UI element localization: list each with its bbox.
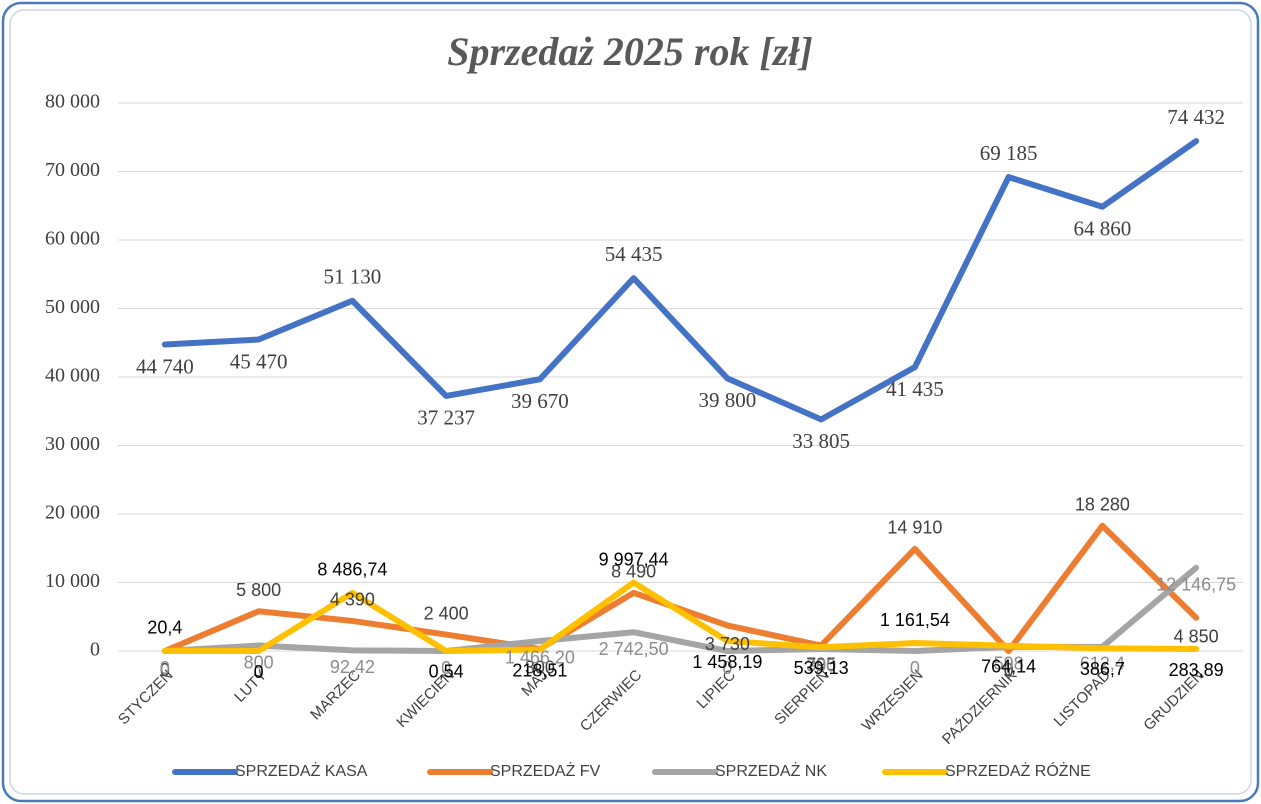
data-label: 18 280 xyxy=(1075,495,1130,515)
legend-label: SPRZEDAŻ KASA xyxy=(235,761,368,780)
data-label: 3 730 xyxy=(705,634,750,654)
data-label: 386,7 xyxy=(1080,659,1125,679)
data-label: 300 xyxy=(525,658,555,678)
data-label: 39 800 xyxy=(699,388,757,412)
y-tick-label: 0 xyxy=(90,639,100,661)
data-label: 12 146,75 xyxy=(1156,575,1236,595)
series-line xyxy=(161,138,1200,423)
data-label: 45 470 xyxy=(230,349,288,373)
data-label: 0 xyxy=(722,658,732,678)
series-line xyxy=(161,579,1200,654)
data-label: 300 xyxy=(806,656,836,676)
data-label: 283,89 xyxy=(1169,660,1224,680)
y-tick-label: 60 000 xyxy=(45,228,100,250)
data-label: 0 xyxy=(910,658,920,678)
legend-label: SPRZEDAŻ NK xyxy=(715,761,827,780)
data-label: 598 xyxy=(994,654,1024,674)
data-label: 2 400 xyxy=(424,603,469,623)
legend-label: SPRZEDAŻ RÓŻNE xyxy=(945,761,1091,780)
frame-inner xyxy=(9,9,1252,795)
data-label: 0 xyxy=(1004,660,1014,680)
legend-label: SPRZEDAŻ FV xyxy=(490,761,601,780)
data-label: 218,51 xyxy=(512,660,567,680)
data-label: 1 466,20 xyxy=(505,648,575,668)
data-label: 764,14 xyxy=(981,657,1036,677)
data-label: 64 860 xyxy=(1074,217,1132,241)
data-label: 69 185 xyxy=(980,141,1038,165)
data-label: 54 435 xyxy=(605,242,663,266)
data-label: 539,13 xyxy=(794,658,849,678)
chart-title: Sprzedaż 2025 rok [zł] xyxy=(447,29,813,74)
data-label: 795 xyxy=(806,654,836,674)
data-label: 41 435 xyxy=(886,377,944,401)
data-label: 1 161,54 xyxy=(880,610,950,630)
data-label: 800 xyxy=(244,652,274,672)
y-tick-label: 80 000 xyxy=(45,91,100,113)
y-tick-label: 10 000 xyxy=(45,570,100,592)
data-label: 33 805 xyxy=(792,429,850,453)
data-label: 612,4 xyxy=(1080,654,1125,674)
data-label: 9 997,44 xyxy=(599,549,669,569)
data-label: 0 xyxy=(160,658,170,678)
data-label: 4 850 xyxy=(1174,627,1219,647)
data-label: 51 130 xyxy=(324,265,382,289)
data-label: 1 458,19 xyxy=(692,652,762,672)
data-label: 8 486,74 xyxy=(317,560,387,580)
y-tick-label: 40 000 xyxy=(45,365,100,387)
data-label: 4 390 xyxy=(330,590,375,610)
data-label: 0 xyxy=(441,658,451,678)
y-tick-label: 20 000 xyxy=(45,502,100,524)
data-label: 0 xyxy=(254,662,264,682)
data-label: 74 432 xyxy=(1167,105,1225,129)
y-tick-label: 70 000 xyxy=(45,159,100,181)
y-tick-label: 50 000 xyxy=(45,296,100,318)
data-label: 0,54 xyxy=(429,662,464,682)
data-label: 44 740 xyxy=(136,354,194,378)
data-label: 14 910 xyxy=(887,518,942,538)
data-label: 0 xyxy=(160,660,170,680)
data-label: 2 742,50 xyxy=(599,639,669,659)
y-tick-label: 30 000 xyxy=(45,433,100,455)
data-label: 20,4 xyxy=(147,618,182,638)
data-label: 5 800 xyxy=(236,580,281,600)
data-label: 92,42 xyxy=(330,657,375,677)
data-label: 37 237 xyxy=(417,406,475,430)
data-label: 39 670 xyxy=(511,389,569,413)
data-label: 8 490 xyxy=(611,562,656,582)
